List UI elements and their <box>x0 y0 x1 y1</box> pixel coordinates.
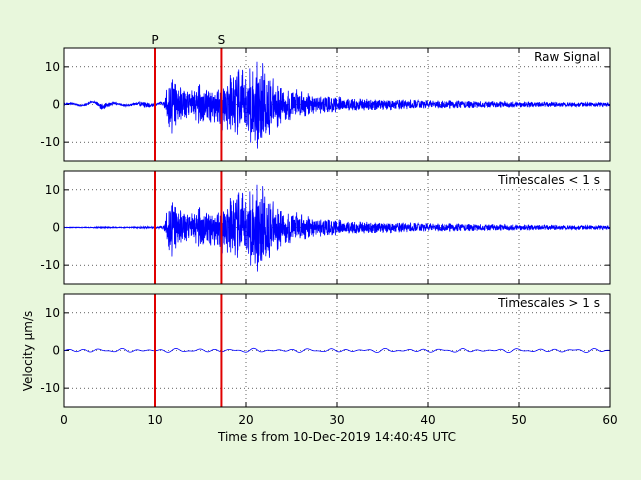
y-tick-label: 10 <box>45 60 60 74</box>
panel-title: Timescales > 1 s <box>497 296 600 310</box>
phase-markers <box>154 294 223 407</box>
phase-label-p: P <box>151 33 158 47</box>
x-tick-label: 10 <box>147 413 162 427</box>
y-tick-label: 0 <box>52 98 60 112</box>
y-tick-label: 10 <box>45 306 60 320</box>
x-tick-label: 20 <box>238 413 253 427</box>
x-tick-label: 40 <box>420 413 435 427</box>
y-tick-label: -10 <box>40 381 60 395</box>
y-tick-label: 0 <box>52 221 60 235</box>
panel-frame <box>63 293 611 408</box>
x-tick-labels: 0 10 20 30 40 50 60 <box>60 413 617 427</box>
panel-frame <box>63 170 611 285</box>
phase-markers <box>154 48 223 161</box>
y-tick-label: -10 <box>40 135 60 149</box>
x-tick-label: 30 <box>329 413 344 427</box>
panel-timescales-gt-1s: -10 0 10 Timescales > 1 s Velocity µm/s <box>21 293 611 408</box>
x-tick-label: 60 <box>602 413 617 427</box>
y-tick-label: -10 <box>40 258 60 272</box>
phase-markers <box>154 171 223 284</box>
x-tick-label: 50 <box>511 413 526 427</box>
y-tick-label: 10 <box>45 183 60 197</box>
panel-timescales-lt-1s: -10 0 10 Timescales < 1 s <box>40 170 611 285</box>
y-tick-label: 0 <box>52 344 60 358</box>
panel-raw-signal: -10 0 10 Raw Signal <box>40 47 611 162</box>
panel-y-ticks: -10 0 10 <box>40 306 610 395</box>
panel-title: Timescales < 1 s <box>497 173 600 187</box>
phase-label-s: S <box>218 33 226 47</box>
panel-title: Raw Signal <box>534 50 600 64</box>
y-axis-label: Velocity µm/s <box>21 311 35 392</box>
x-tick-label: 0 <box>60 413 68 427</box>
x-axis-label: Time s from 10-Dec-2019 14:40:45 UTC <box>217 430 456 444</box>
panel-frame <box>63 47 611 162</box>
